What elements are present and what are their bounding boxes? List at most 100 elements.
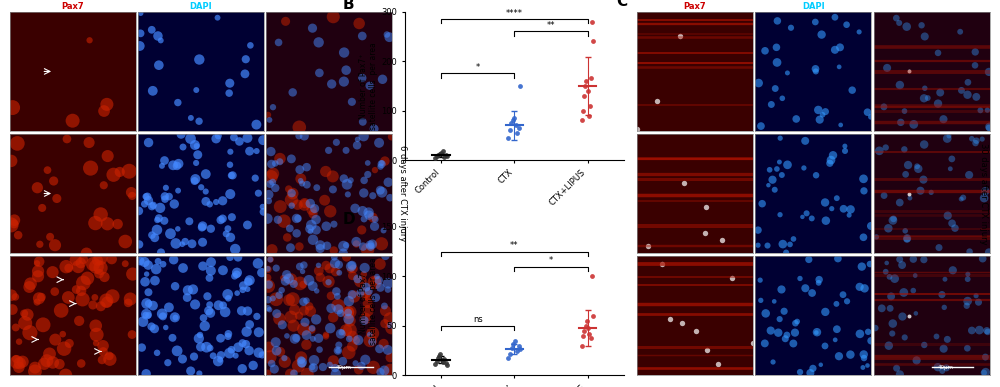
Point <box>61 265 77 271</box>
Point <box>851 29 867 35</box>
Point <box>698 204 714 210</box>
Point <box>141 300 157 307</box>
Point <box>323 305 339 312</box>
Point <box>196 315 212 321</box>
Point <box>360 160 376 166</box>
Point <box>68 286 84 293</box>
Point <box>817 199 833 205</box>
Point <box>809 329 825 335</box>
Point <box>794 214 810 220</box>
Y-axis label: Number of Pax7⁺
satellite cells  per area: Number of Pax7⁺ satellite cells per area <box>359 257 378 345</box>
Point <box>343 267 359 273</box>
Point <box>343 177 359 183</box>
Point <box>187 142 203 148</box>
Point <box>830 255 846 262</box>
Point <box>654 261 670 267</box>
Point <box>374 189 390 195</box>
Point <box>187 178 203 184</box>
Point <box>512 346 528 352</box>
Point <box>175 265 191 271</box>
Y-axis label: CTX+LIPUS: CTX+LIPUS <box>630 296 636 335</box>
Point <box>21 284 37 290</box>
Point <box>35 322 51 328</box>
Point <box>357 315 373 322</box>
Point <box>841 212 857 218</box>
Point <box>763 327 779 334</box>
Point <box>101 353 117 359</box>
Point <box>362 241 378 248</box>
Point <box>261 198 277 204</box>
Point <box>629 126 645 132</box>
Point <box>260 266 276 272</box>
Point <box>906 121 922 127</box>
Point <box>251 329 267 335</box>
Point <box>896 146 912 152</box>
Point <box>833 122 849 128</box>
Point <box>222 234 238 240</box>
Point <box>880 225 896 231</box>
Point <box>260 275 276 281</box>
Point <box>901 190 917 197</box>
Point <box>293 357 309 363</box>
Point <box>797 138 813 144</box>
Point <box>578 78 594 84</box>
Point <box>32 241 48 247</box>
Point <box>581 331 597 337</box>
Point <box>953 87 969 94</box>
Point <box>191 57 207 63</box>
Point <box>241 348 257 354</box>
Point <box>319 243 335 249</box>
Text: 30 days after CTX injury: 30 days after CTX injury <box>979 143 988 244</box>
Point <box>321 147 337 154</box>
Point <box>100 153 116 159</box>
Point <box>291 243 307 250</box>
Point <box>357 357 373 363</box>
Point <box>583 75 599 82</box>
Point <box>312 242 328 248</box>
Point <box>341 309 357 315</box>
Point <box>967 62 983 68</box>
Point <box>981 124 997 130</box>
Point <box>157 193 173 199</box>
Point <box>947 225 963 231</box>
Point <box>150 258 166 264</box>
Point <box>304 327 320 333</box>
Point <box>235 287 251 293</box>
Title: Pax7: Pax7 <box>61 2 84 11</box>
Title: Merge: Merge <box>917 2 947 11</box>
Point <box>360 171 376 178</box>
Point <box>724 275 740 281</box>
Point <box>360 247 376 253</box>
Point <box>584 273 600 279</box>
Point <box>95 349 111 355</box>
Point <box>287 307 303 313</box>
Point <box>231 138 247 144</box>
Point <box>364 339 380 345</box>
Point <box>888 15 904 21</box>
Point <box>123 189 139 195</box>
Point <box>438 360 454 366</box>
Point <box>222 149 238 155</box>
Point <box>509 348 525 354</box>
Point <box>777 336 793 342</box>
Point <box>825 152 841 158</box>
Point <box>930 364 946 370</box>
Point <box>122 296 138 302</box>
Point <box>20 312 36 318</box>
Point <box>767 187 783 193</box>
Point <box>366 126 382 132</box>
Point <box>379 31 395 38</box>
Point <box>779 70 795 76</box>
Point <box>364 241 380 247</box>
Point <box>322 325 338 331</box>
Point <box>215 302 231 308</box>
Point <box>260 283 276 289</box>
Point <box>874 305 890 312</box>
Point <box>322 362 338 368</box>
Point <box>88 340 104 346</box>
Point <box>351 366 367 373</box>
Point <box>960 92 976 98</box>
Point <box>293 176 309 182</box>
Point <box>372 369 388 375</box>
Point <box>296 202 312 208</box>
